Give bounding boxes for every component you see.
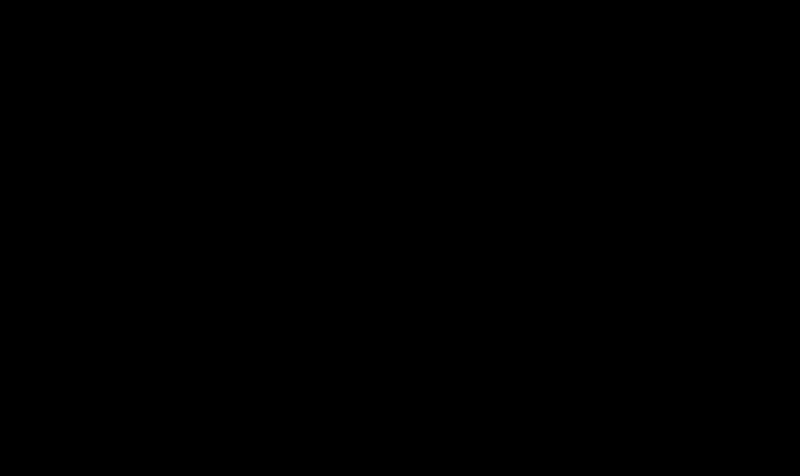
word-cloud bbox=[0, 0, 800, 476]
